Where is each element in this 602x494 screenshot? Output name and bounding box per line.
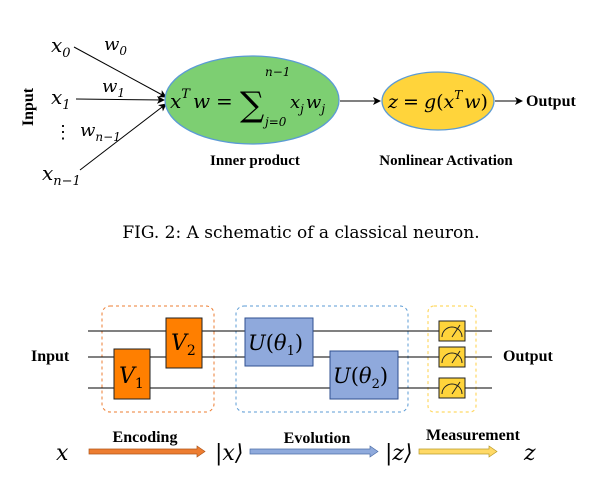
- gate-v2-label: V2: [171, 331, 196, 359]
- stage-evolution-label: Evolution: [284, 430, 351, 447]
- arrow-x0: [73, 46, 167, 98]
- measurement-arrow: [418, 445, 498, 458]
- activation-formula: z = g(xT w): [387, 88, 488, 113]
- gate-u2-label: U(θ2): [333, 364, 388, 392]
- quantum-neuron: Input Output V1 V2 U(θ1) U(θ2): [31, 305, 553, 466]
- state-z: z: [523, 441, 536, 466]
- input-x0: x0: [51, 33, 71, 61]
- stage-measurement-label: Measurement: [426, 427, 521, 444]
- gate-v1-label: V1: [119, 364, 144, 392]
- figure-caption: FIG. 2: A schematic of a classical neuro…: [122, 223, 479, 243]
- circuit-input-label: Input: [31, 348, 70, 365]
- inner-product-equals: =: [216, 89, 233, 113]
- classical-neuron: Input x0 x1 ⋮ xn−1 w0 w1 wn−1 xT w = ∑ n−…: [20, 33, 576, 189]
- sum-upper: n−1: [265, 65, 290, 79]
- gate-u1-label: U(θ1): [248, 331, 303, 359]
- weight-wn: wn−1: [80, 120, 121, 144]
- gate-u1: [244, 317, 314, 367]
- input-xn: xn−1: [42, 161, 81, 189]
- neuron-output-label: Output: [526, 93, 576, 110]
- sum-symbol: ∑: [240, 85, 264, 125]
- meter-icon: [438, 346, 466, 368]
- state-x: x: [56, 441, 69, 466]
- neuron-input-label: Input: [20, 87, 37, 126]
- sum-lower: j=0: [262, 115, 287, 129]
- encoding-arrow: [88, 445, 206, 458]
- measurement-box: [427, 305, 477, 413]
- state-ket-x: |x⟩: [215, 441, 243, 466]
- stage-encoding-label: Encoding: [113, 429, 178, 446]
- weight-w1: w1: [102, 76, 125, 100]
- evolution-arrow: [249, 445, 379, 458]
- inner-product-lhs: xT w: [170, 87, 210, 113]
- input-x1: x1: [51, 85, 71, 113]
- evolution-box: [235, 305, 409, 413]
- circuit-output-label: Output: [503, 348, 553, 365]
- weight-w0: w0: [104, 34, 127, 58]
- activation-caption: Nonlinear Activation: [379, 153, 513, 169]
- state-ket-z: |z⟩: [385, 441, 413, 466]
- inner-product-caption: Inner product: [210, 153, 300, 169]
- encoding-box: [101, 305, 215, 413]
- sum-term: xj wj: [290, 92, 325, 116]
- gate-u2: [329, 350, 399, 400]
- activation-ellipse: [381, 71, 495, 131]
- meter-icon: [438, 320, 466, 342]
- input-ellipsis: ⋮: [54, 122, 72, 143]
- gate-v2: [165, 317, 203, 369]
- arrow-xn: [79, 103, 167, 171]
- arrow-x1: [75, 95, 165, 104]
- gate-v1: [113, 348, 151, 400]
- inner-product-ellipse: [164, 55, 340, 145]
- meter-icon: [438, 377, 466, 399]
